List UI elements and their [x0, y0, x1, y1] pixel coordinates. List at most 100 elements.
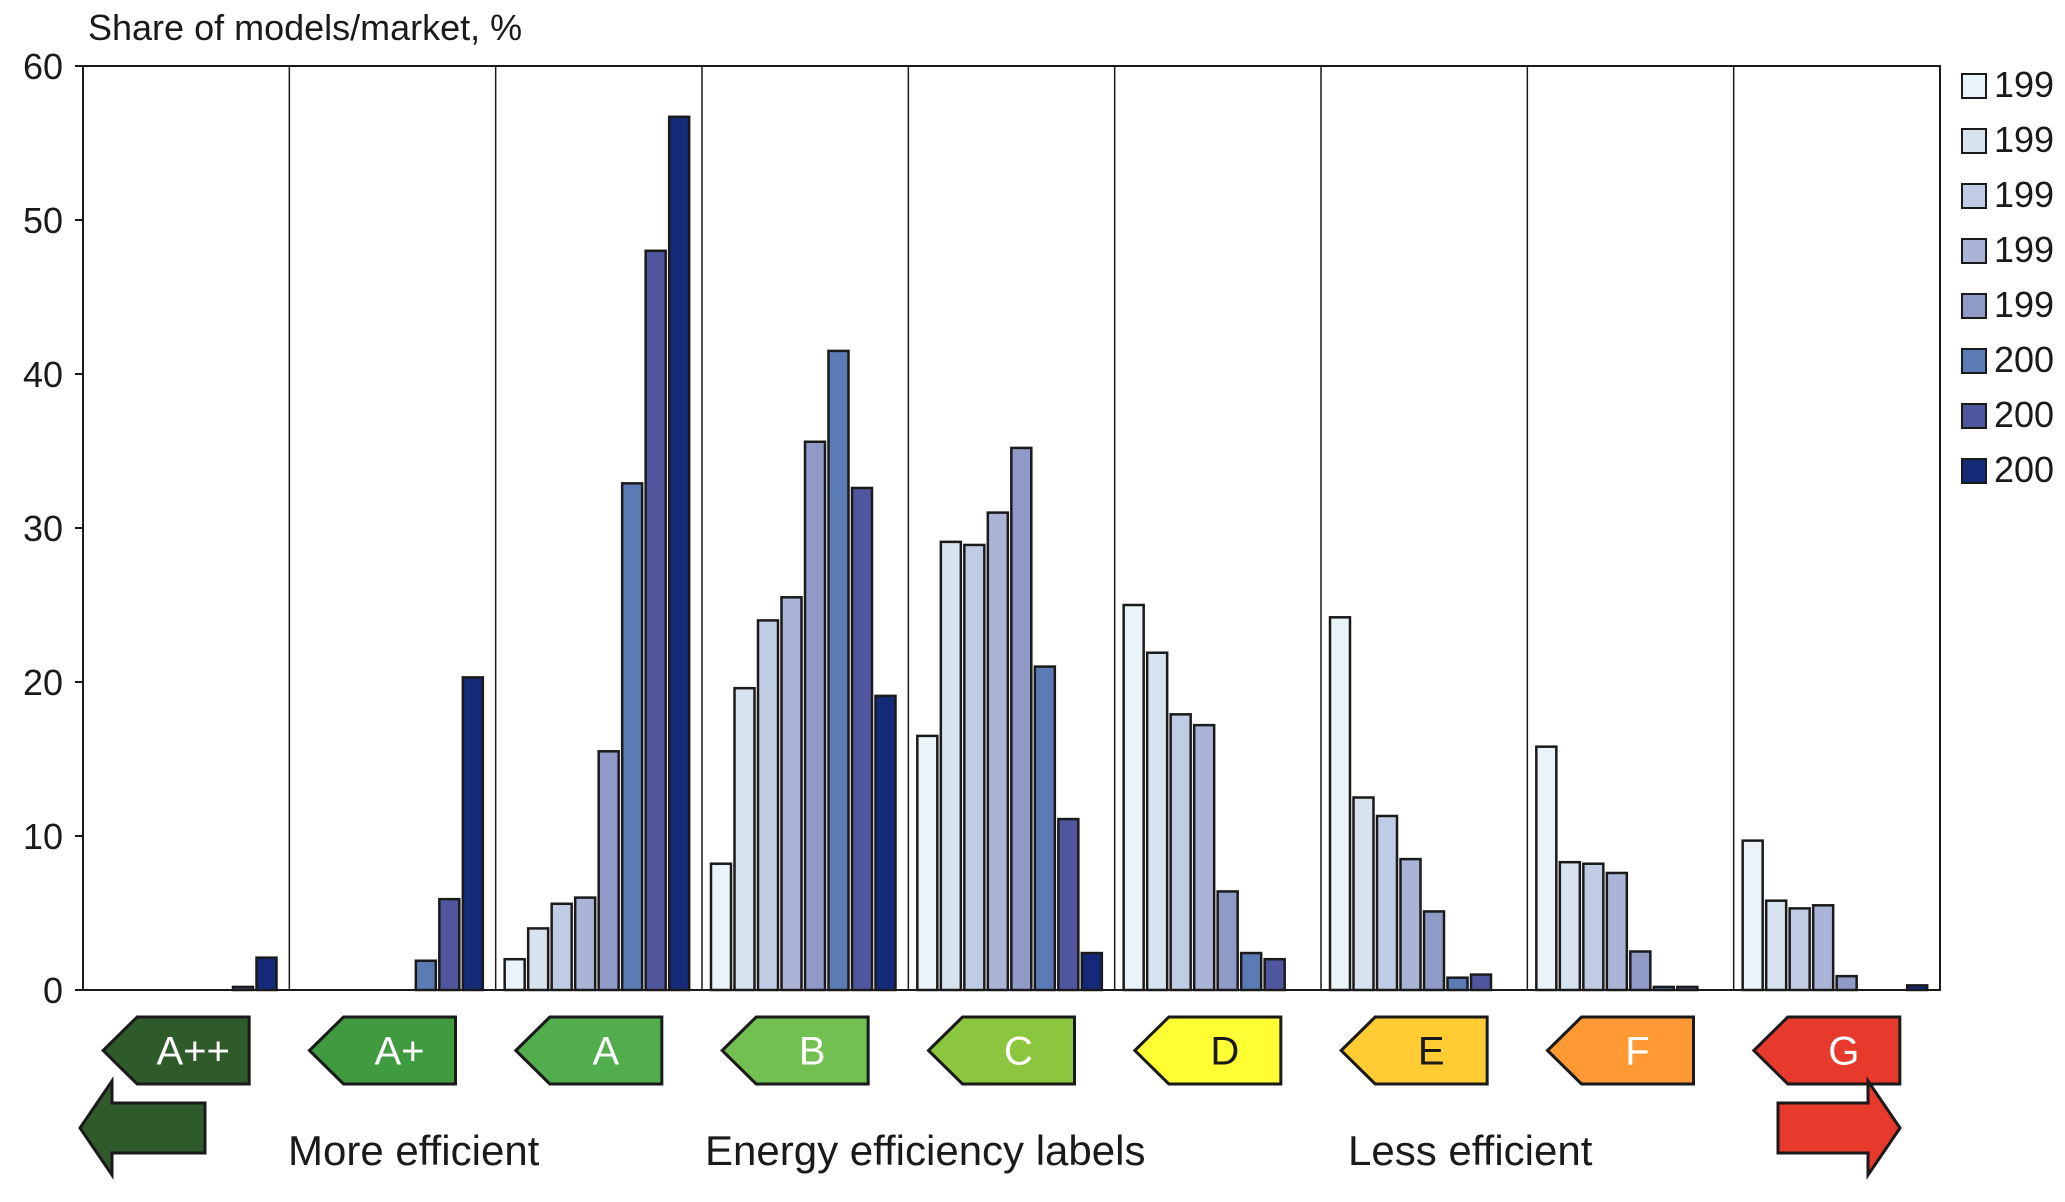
energy-label-tag: [307, 1015, 457, 1086]
bar: [874, 694, 897, 992]
bar: [1741, 839, 1764, 992]
bar: [1375, 814, 1399, 992]
bar: [986, 511, 1010, 992]
less-efficient-arrow: [1776, 1076, 1902, 1180]
bar: [1788, 907, 1811, 992]
bar: [644, 249, 667, 992]
y-tick-label: 60: [23, 46, 63, 87]
bar: [1169, 713, 1192, 992]
bar: [1835, 974, 1858, 992]
bar: [1422, 910, 1446, 992]
energy-label-tag: [720, 1015, 870, 1086]
bar: [963, 543, 986, 992]
bottom-label-energy-efficiency: Energy efficiency labels: [705, 1127, 1145, 1174]
y-tick-label: 40: [23, 354, 63, 395]
legend-swatch: [1961, 238, 1987, 264]
bar: [1469, 973, 1493, 992]
y-tick-label: 20: [23, 662, 63, 703]
bar: [550, 902, 573, 992]
bar: [1352, 796, 1375, 992]
legend-label: 199: [1994, 229, 2054, 270]
energy-label-text: D: [1210, 1030, 1239, 1074]
legend-swatch: [1961, 348, 1987, 374]
y-tick-label: 10: [23, 816, 63, 857]
energy-label-text: A: [592, 1030, 619, 1074]
legend-swatch: [1961, 293, 1987, 319]
energy-label-text: C: [1004, 1030, 1033, 1074]
bar: [573, 896, 597, 992]
legend-label: 199: [1994, 119, 2054, 160]
bar: [709, 862, 733, 992]
bar: [827, 349, 850, 992]
bar: [1192, 723, 1216, 992]
energy-label-tag: [1339, 1015, 1489, 1086]
energy-label-tag: [1751, 1015, 1902, 1086]
bar: [438, 897, 461, 992]
bar: [1605, 871, 1629, 992]
bar: [1811, 904, 1835, 992]
bar: [1057, 817, 1080, 992]
legend-label: 200: [1994, 339, 2054, 380]
bar: [916, 734, 939, 992]
energy-label-text: B: [799, 1030, 826, 1074]
legend-swatch: [1961, 183, 1987, 209]
energy-label-tag: [513, 1015, 664, 1086]
legend-swatch: [1961, 128, 1987, 154]
bar: [733, 686, 756, 992]
legend-label: 199: [1994, 284, 2054, 325]
legend-label: 200: [1994, 449, 2054, 490]
y-tick-label: 30: [23, 508, 63, 549]
bar: [231, 985, 255, 992]
bar: [1652, 985, 1676, 992]
bar: [1558, 860, 1582, 992]
legend-swatch: [1961, 73, 1987, 99]
bar: [255, 956, 278, 992]
bar: [1216, 890, 1239, 992]
bar: [850, 486, 874, 992]
energy-label-tag: [101, 1015, 251, 1086]
plot-area: 0 10 20 30 40 50 60: [23, 46, 1941, 1011]
bar: [1764, 899, 1788, 992]
bar: [756, 619, 780, 992]
energy-label-tag: [926, 1015, 1076, 1086]
bar: [1239, 951, 1263, 992]
bar: [414, 959, 438, 992]
bar: [620, 482, 644, 992]
bar: [461, 676, 485, 992]
legend-label: 199: [1994, 64, 2054, 105]
bar: [1446, 976, 1469, 992]
bar: [667, 115, 691, 992]
bar: [1399, 857, 1422, 992]
bar: [526, 927, 550, 992]
bar: [1535, 745, 1558, 992]
energy-label-text: A++: [156, 1030, 229, 1074]
bar: [780, 596, 803, 992]
more-efficient-arrow: [78, 1076, 207, 1180]
bar: [1905, 984, 1929, 992]
energy-label-tag: [1132, 1015, 1283, 1086]
legend-swatch: [1961, 403, 1987, 429]
bottom-label-more-efficient: More efficient: [288, 1127, 540, 1174]
energy-label-text: G: [1828, 1030, 1859, 1074]
legend-label: 200: [1994, 394, 2054, 435]
bar: [939, 540, 963, 992]
bar: [1080, 951, 1104, 992]
bar: [1263, 957, 1286, 992]
bar: [1010, 446, 1033, 992]
bar: [1145, 651, 1169, 992]
bar: [503, 957, 526, 992]
y-tick-label: 50: [23, 200, 63, 241]
bar: [1033, 665, 1057, 992]
bar: [1122, 603, 1145, 992]
bar: [1582, 862, 1605, 992]
y-axis-title: Share of models/market, %: [88, 7, 522, 48]
bar: [1629, 950, 1652, 992]
bar: [597, 750, 620, 992]
bar: [1328, 616, 1352, 992]
energy-label-text: F: [1625, 1030, 1649, 1074]
energy-label-text: E: [1418, 1030, 1445, 1074]
bar: [803, 440, 827, 992]
energy-label-text: A+: [374, 1030, 424, 1074]
